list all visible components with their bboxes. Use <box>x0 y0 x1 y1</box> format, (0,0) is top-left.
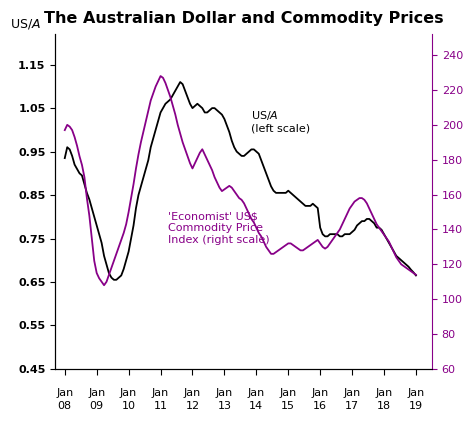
Text: 12: 12 <box>185 401 200 411</box>
Text: Jan: Jan <box>248 388 265 398</box>
Text: 'Economist' US$
Commodity Price
Index (right scale): 'Economist' US$ Commodity Price Index (r… <box>168 212 270 245</box>
Text: Jan: Jan <box>88 388 105 398</box>
Text: Jan: Jan <box>311 388 329 398</box>
Text: Jan: Jan <box>216 388 233 398</box>
Text: US$/A$
(left scale): US$/A$ (left scale) <box>251 109 310 134</box>
Text: 13: 13 <box>218 401 231 411</box>
Text: Jan: Jan <box>344 388 361 398</box>
Text: 08: 08 <box>58 401 72 411</box>
Text: 16: 16 <box>313 401 327 411</box>
Title: The Australian Dollar and Commodity Prices: The Australian Dollar and Commodity Pric… <box>44 11 443 26</box>
Text: Jan: Jan <box>280 388 297 398</box>
Text: 15: 15 <box>281 401 295 411</box>
Text: 18: 18 <box>377 401 391 411</box>
Text: Jan: Jan <box>184 388 201 398</box>
Text: Jan: Jan <box>407 388 425 398</box>
Text: Jan: Jan <box>120 388 137 398</box>
Text: 17: 17 <box>345 401 359 411</box>
Text: 10: 10 <box>122 401 136 411</box>
Text: 14: 14 <box>249 401 264 411</box>
Text: 11: 11 <box>154 401 167 411</box>
Text: Jan: Jan <box>152 388 169 398</box>
Text: 19: 19 <box>409 401 423 411</box>
Text: 09: 09 <box>90 401 104 411</box>
Text: Jan: Jan <box>375 388 392 398</box>
Text: US$/A$: US$/A$ <box>10 17 41 31</box>
Text: Jan: Jan <box>56 388 73 398</box>
